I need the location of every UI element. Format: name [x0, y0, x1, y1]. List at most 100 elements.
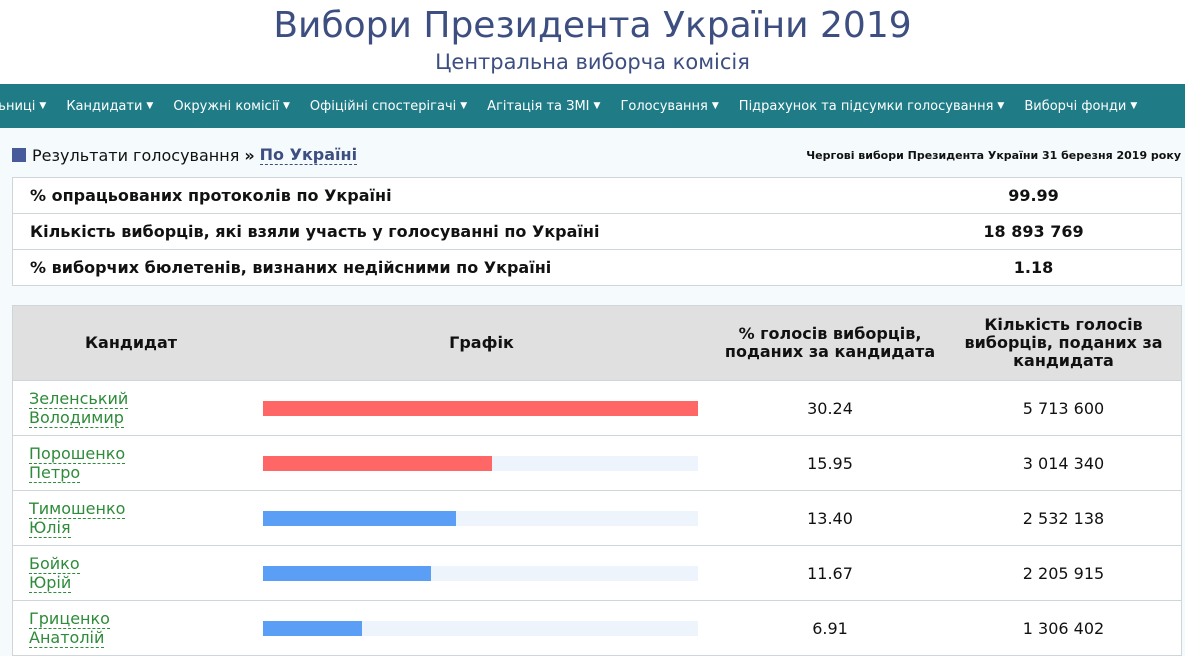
header-graph: Графік: [449, 333, 514, 352]
candidate-name: Петро: [29, 463, 81, 483]
votes-cell: 1 306 402: [1022, 618, 1105, 638]
graph-cell: [249, 620, 714, 636]
summary-label: % виборчих бюлетенів, визнаних недійсним…: [30, 258, 552, 277]
percent-cell: 13.40: [807, 508, 853, 528]
table-row: Тимошенко Юлія 13.40 2 532 138: [13, 490, 1181, 545]
caret-down-icon: ▼: [460, 101, 468, 111]
candidate-surname: Бойко: [29, 554, 80, 574]
main-nav: льниці▼ Кандидати▼ Окружні комісії▼ Офіц…: [0, 84, 1185, 128]
candidate-cell: Гриценко Анатолій: [13, 609, 249, 648]
percent-cell: 30.24: [807, 398, 853, 418]
nav-item-observers[interactable]: Офіційні спостерігачі ▼: [300, 99, 477, 114]
summary-table: % опрацьованих протоколів по Україні 99.…: [12, 177, 1182, 286]
candidate-link[interactable]: Бойко Юрій: [29, 554, 249, 593]
summary-value: 18 893 769: [983, 222, 1084, 241]
caret-down-icon: ▼: [282, 101, 290, 111]
nav-item-district-commissions[interactable]: Окружні комісії ▼: [163, 99, 300, 114]
header-percent: % голосів виборців, поданих за кандидата: [724, 324, 936, 361]
nav-item-label: льниці: [0, 98, 36, 114]
vote-bar: [263, 455, 493, 471]
nav-item-counting-results[interactable]: Підрахунок та підсумки голосування ▼: [729, 99, 1015, 114]
header-candidate: Кандидат: [84, 333, 178, 352]
breadcrumb-root: Результати голосування: [32, 145, 240, 165]
candidate-name: Юрій: [29, 573, 72, 593]
votes-cell: 5 713 600: [1022, 398, 1105, 418]
graph-cell: [249, 510, 714, 526]
caret-down-icon: ▼: [593, 101, 601, 111]
bar-track: [263, 400, 698, 416]
caret-down-icon: ▼: [146, 101, 154, 111]
nav-item-campaign-media[interactable]: Агітація та ЗМІ ▼: [477, 99, 610, 114]
candidate-name: Володимир: [29, 408, 124, 428]
site-header: Вибори Президента України 2019 Центральн…: [0, 0, 1185, 84]
results-header: Кандидат Графік % голосів виборців, пода…: [13, 306, 1181, 380]
candidate-surname: Тимошенко: [29, 499, 126, 519]
election-label: Чергові вибори Президента України 31 бер…: [806, 148, 1181, 162]
summary-label: Кількість виборців, які взяли участь у г…: [30, 222, 600, 241]
nav-item-polling-stations[interactable]: льниці▼: [0, 99, 56, 114]
candidate-link[interactable]: Зеленський Володимир: [29, 389, 249, 428]
nav-item-voting[interactable]: Голосування ▼: [610, 99, 728, 114]
caret-down-icon: ▼: [711, 101, 719, 111]
candidate-link[interactable]: Гриценко Анатолій: [29, 609, 249, 648]
summary-label: % опрацьованих протоколів по Україні: [30, 186, 392, 205]
nav-item-label: Окружні комісії: [173, 98, 279, 114]
summary-row: % опрацьованих протоколів по Україні 99.…: [13, 178, 1181, 213]
summary-row: % виборчих бюлетенів, визнаних недійсним…: [13, 249, 1181, 285]
nav-item-label: Виборчі фонди: [1024, 98, 1127, 114]
candidate-cell: Бойко Юрій: [13, 554, 249, 593]
percent-cell: 15.95: [807, 453, 853, 473]
nav-item-label: Кандидати: [66, 98, 143, 114]
breadcrumb: Результати голосування » По Україні Черг…: [12, 144, 1181, 166]
candidate-cell: Порошенко Петро: [13, 444, 249, 483]
candidate-surname: Зеленський: [29, 389, 129, 409]
summary-value: 99.99: [1008, 186, 1059, 205]
vote-bar: [263, 400, 698, 416]
table-row: Порошенко Петро 15.95 3 014 340: [13, 435, 1181, 490]
graph-cell: [249, 455, 714, 471]
vote-bar: [263, 565, 431, 581]
votes-cell: 2 532 138: [1022, 508, 1105, 528]
page-title: Вибори Президента України 2019: [273, 5, 912, 46]
summary-row: Кількість виборців, які взяли участь у г…: [13, 213, 1181, 249]
nav-item-label: Офіційні спостерігачі: [309, 98, 457, 114]
percent-cell: 6.91: [812, 618, 848, 638]
table-row: Зеленський Володимир 30.24 5 713 600: [13, 380, 1181, 435]
nav-item-label: Підрахунок та підсумки голосування: [738, 98, 994, 114]
votes-cell: 2 205 915: [1022, 563, 1105, 583]
candidate-cell: Тимошенко Юлія: [13, 499, 249, 538]
bar-track: [263, 620, 698, 636]
caret-down-icon: ▼: [39, 101, 47, 111]
table-row: Бойко Юрій 11.67 2 205 915: [13, 545, 1181, 600]
bar-track: [263, 455, 698, 471]
percent-cell: 11.67: [807, 563, 853, 583]
results-table: Кандидат Графік % голосів виборців, пода…: [12, 305, 1182, 656]
candidate-link[interactable]: Тимошенко Юлія: [29, 499, 249, 538]
breadcrumb-separator-icon: »: [244, 145, 255, 165]
candidate-cell: Зеленський Володимир: [13, 389, 249, 428]
nav-item-label: Голосування: [620, 98, 708, 114]
page-subtitle: Центральна виборча комісія: [435, 50, 750, 74]
summary-value: 1.18: [1013, 258, 1054, 277]
breadcrumb-current-link[interactable]: По Україні: [259, 145, 358, 165]
votes-cell: 3 014 340: [1022, 453, 1105, 473]
vote-bar: [263, 620, 363, 636]
candidate-surname: Порошенко: [29, 444, 126, 464]
nav-item-label: Агітація та ЗМІ: [487, 98, 590, 114]
candidate-name: Анатолій: [29, 628, 105, 648]
caret-down-icon: ▼: [1130, 101, 1138, 111]
vote-bar: [263, 510, 456, 526]
table-row: Гриценко Анатолій 6.91 1 306 402: [13, 600, 1181, 655]
square-bullet-icon: [12, 148, 26, 162]
bar-track: [263, 565, 698, 581]
candidate-link[interactable]: Порошенко Петро: [29, 444, 249, 483]
bar-track: [263, 510, 698, 526]
caret-down-icon: ▼: [997, 101, 1005, 111]
nav-item-candidates[interactable]: Кандидати ▼: [56, 99, 163, 114]
candidate-surname: Гриценко: [29, 609, 110, 629]
graph-cell: [249, 400, 714, 416]
graph-cell: [249, 565, 714, 581]
header-votes: Кількість голосів виборців, поданих за к…: [964, 315, 1163, 370]
nav-item-election-funds[interactable]: Виборчі фонди ▼: [1014, 99, 1147, 114]
candidate-name: Юлія: [29, 518, 71, 538]
